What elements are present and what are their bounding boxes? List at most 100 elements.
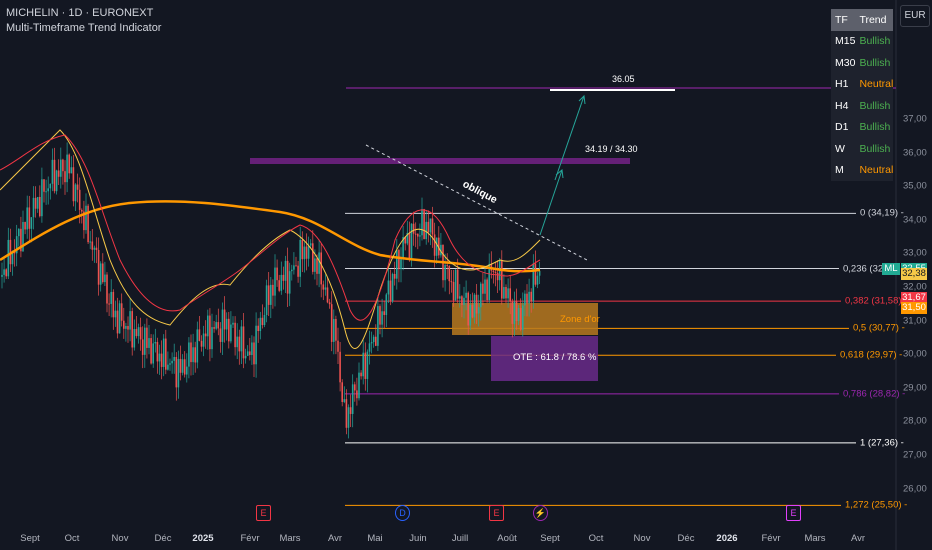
ml-badge: ML [882,262,900,275]
event-marker-icon[interactable]: ⚡ [533,505,548,521]
tf-cell: M30 [835,56,856,69]
candle-body [318,252,320,274]
time-axis-label: Avr [327,533,343,544]
candle-body [62,159,64,172]
projection-arrow-1-head [555,169,564,179]
candle-body [360,372,362,377]
candle-body [45,191,47,193]
candle-body [259,317,262,332]
event-marker-icon[interactable]: D [395,505,410,521]
candle-body [419,235,421,237]
trend-table: TF Trend M15 Bullish M30 Bullish H1 Neutral… [831,9,894,181]
candle-body [196,329,199,363]
candle-body [454,269,457,301]
candle-body [486,279,488,301]
candle-body [171,360,173,364]
time-axis-label: Mai [367,533,383,544]
candle-body [513,301,516,324]
candle-body [64,171,66,183]
time-axis-label: Févr [761,533,781,544]
candle-body [181,359,184,373]
event-marker-icon[interactable]: E [786,505,801,521]
price-axis-label: 28,00 [903,415,927,427]
candle-body [408,232,411,259]
projection-arrow-1 [539,169,563,236]
candle-body [137,327,140,337]
event-marker-icon[interactable]: E [256,505,271,521]
candle-body [534,263,537,285]
candle-body [43,179,45,192]
candle-body [22,222,24,252]
candle-body [114,310,117,318]
candle-body [15,236,18,254]
candle-body [230,324,232,342]
candle-body [91,241,94,250]
ote-label: OTE : 61.8 / 78.6 % [513,352,597,363]
candle-body [118,303,121,334]
candle-body [87,205,89,243]
candle-body [28,207,31,229]
chart-header: MICHELIN · 1D · EURONEXT Multi-Timeframe… [6,6,161,36]
price-axis-label: 36,00 [903,147,927,159]
symbol-title: MICHELIN · 1D · EURONEXT [6,7,154,19]
candle-body [102,263,104,283]
candle-body [284,260,287,281]
currency-button[interactable]: EUR [900,5,930,27]
candle-body [396,250,398,279]
candle-body [144,327,146,355]
candle-body [253,342,255,365]
price-axis-label: 30,00 [903,348,927,360]
candle-body [51,159,54,184]
candle-body [345,399,348,428]
candle-body [480,283,482,308]
candle-body [95,247,98,251]
oblique-label: oblique [461,178,500,206]
candle-body [435,237,438,256]
candle-body [93,247,96,250]
fib-level-label: 0,618 (29,97) - [840,349,903,361]
event-marker-icon[interactable]: E [489,505,504,521]
candle-body [301,240,304,260]
candle-body [414,233,417,235]
trend-row: H4 Bullish [831,95,893,117]
candle-body [469,304,472,326]
candle-body [400,259,402,270]
candle-body [366,351,369,379]
candle-body [339,351,341,383]
time-axis-label: Nov [633,533,651,544]
candle-body [234,322,236,348]
trend-cell: Neutral [859,78,894,91]
candle-body [326,287,329,303]
candle-body [99,263,102,285]
candle-body [459,296,461,299]
candle-body [97,250,100,285]
candle-body [341,382,343,402]
candle-body [532,263,535,302]
candle-body [240,326,243,352]
trend-row: H1 Neutral [831,74,893,96]
candle-body [272,284,274,296]
candle-body [223,309,226,330]
fib-level-label: 0 (34,19) - [860,207,904,219]
candle-body [511,301,514,324]
candle-body [524,293,526,306]
price-axis-label: 35,00 [903,180,927,192]
candle-body [406,232,409,244]
candle-body [452,281,455,301]
price-axis-label: 32,00 [903,281,927,293]
candle-body [217,322,220,329]
price-axis-label: 27,00 [903,449,927,461]
candle-body [141,339,144,355]
time-axis-label: Déc [677,533,695,544]
candle-body [538,271,541,276]
candle-body [456,269,459,299]
candle-body [1,274,3,277]
zone-dor-label: Zone d'or [560,314,600,325]
candle-body [123,320,125,329]
time-axis-label: Juill [451,533,469,544]
candle-body [417,233,419,237]
tf-cell: M15 [835,35,856,48]
candle-body [60,159,62,177]
candle-body [484,279,486,294]
